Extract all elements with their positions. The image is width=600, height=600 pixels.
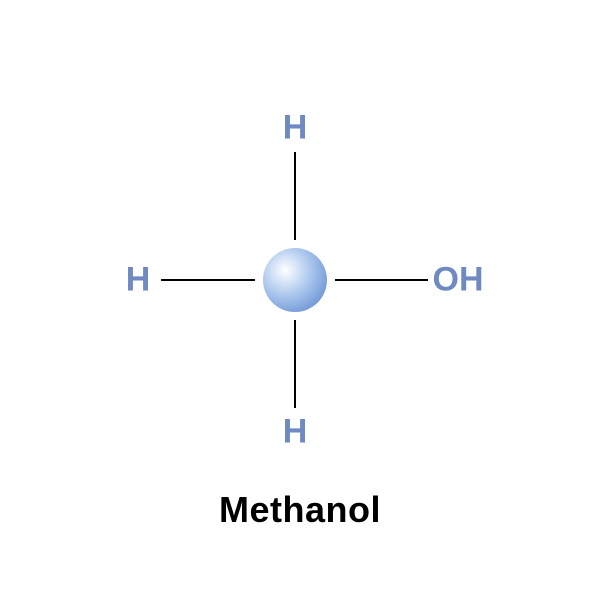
atom-label-bottom: H <box>283 413 308 452</box>
carbon-sphere-icon <box>263 248 327 312</box>
molecule-diagram: H H OH H Methanol <box>0 0 600 600</box>
atom-label-right: OH <box>433 261 484 300</box>
atom-label-left: H <box>126 261 151 300</box>
atom-label-top: H <box>283 109 308 148</box>
bond-right <box>335 279 428 281</box>
bond-top <box>294 152 296 240</box>
molecule-title: Methanol <box>219 489 381 531</box>
bond-bottom <box>294 320 296 408</box>
bond-left <box>161 279 255 281</box>
